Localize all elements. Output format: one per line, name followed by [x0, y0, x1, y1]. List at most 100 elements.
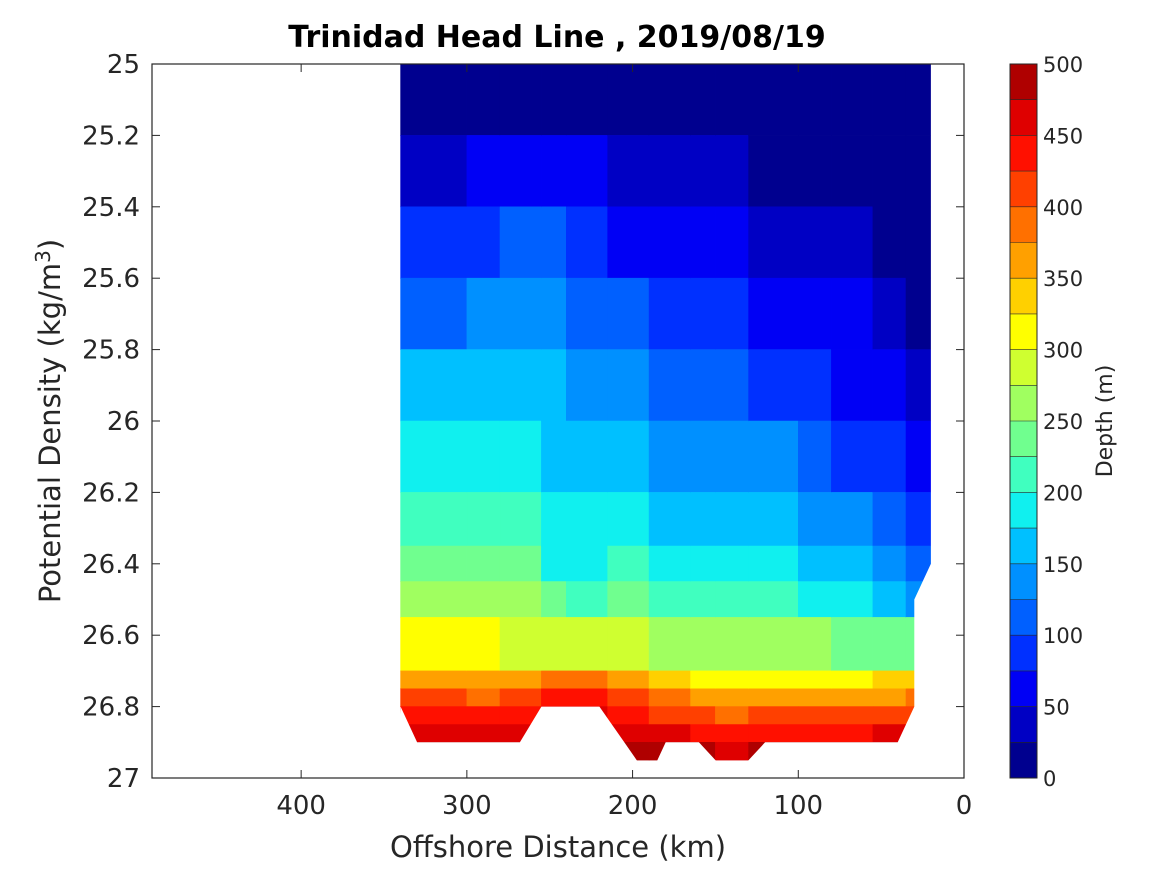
contour-cell	[905, 277, 932, 350]
contour-cell	[466, 670, 501, 690]
contour-cell	[905, 420, 932, 493]
contour-cell	[831, 492, 874, 547]
contour-cell	[400, 581, 468, 618]
contour-cell	[648, 420, 691, 493]
contour-cell	[831, 706, 874, 725]
colorbar	[1010, 64, 1037, 778]
contour-cell	[748, 64, 799, 136]
x-tick-label: 200	[608, 791, 658, 821]
contour-cell	[648, 724, 691, 743]
contour-cell	[905, 492, 932, 547]
contour-cell	[715, 206, 749, 279]
contour-cell	[690, 581, 716, 618]
contour-cell	[466, 617, 501, 672]
contour-cell	[499, 349, 542, 422]
contour-cell	[715, 277, 749, 350]
contour-cell	[541, 135, 567, 208]
contour-cell	[715, 724, 749, 743]
contour-cell	[831, 617, 874, 672]
contour-cell	[565, 206, 609, 279]
colorbar-segment	[1010, 64, 1037, 100]
contour-cell	[607, 277, 650, 350]
colorbar-segment	[1010, 421, 1037, 457]
contour-cell	[797, 492, 832, 547]
contour-cell	[648, 64, 691, 136]
contour-cell	[872, 545, 907, 582]
contour-cell	[466, 135, 501, 208]
contour-cell	[872, 617, 907, 672]
contour-cell	[648, 206, 691, 279]
colorbar-segment	[1010, 599, 1037, 636]
chart-title: Trinidad Head Line , 2019/08/19	[288, 20, 825, 55]
contour-cell	[715, 420, 749, 493]
contour-cell	[797, 420, 832, 493]
contour-cell	[607, 64, 650, 136]
colorbar-segment	[1010, 242, 1037, 279]
contour-cell	[607, 135, 650, 208]
contour-cell	[541, 617, 567, 672]
colorbar-segment	[1010, 706, 1037, 743]
colorbar-tick-label: 300	[1043, 339, 1083, 363]
colorbar-segment	[1010, 670, 1037, 707]
y-axis-label-tail: )	[33, 239, 67, 250]
contour-cell	[607, 688, 650, 707]
contour-cell	[831, 277, 874, 350]
y-tick-label: 25.4	[82, 193, 140, 223]
contour-cell	[797, 724, 832, 743]
contour-cell	[648, 277, 691, 350]
contour-cell	[499, 135, 542, 208]
colorbar-tick-label: 450	[1043, 124, 1083, 148]
contour-cell	[400, 706, 468, 725]
contour-cell	[690, 64, 716, 136]
contour-cell	[607, 545, 650, 582]
x-axis: 400 300 200 100 0	[276, 64, 972, 821]
contour-cell	[872, 206, 907, 279]
contour-cell	[565, 492, 609, 547]
contour-cell	[831, 581, 874, 618]
contour-cell	[831, 349, 874, 422]
contour-cell	[797, 64, 832, 136]
y-tick-label: 26.8	[82, 693, 140, 723]
y-tick-label: 27	[107, 764, 140, 794]
contour-cell	[466, 206, 501, 279]
contour-cell	[715, 741, 749, 761]
contour-cell	[466, 349, 501, 422]
y-tick-label: 25.8	[82, 336, 140, 366]
contour-cell	[607, 349, 650, 422]
contour-cell	[499, 420, 542, 493]
contour-cell	[872, 420, 907, 493]
contour-cell	[797, 706, 832, 725]
contour-cell	[565, 617, 609, 672]
colorbar-segment	[1010, 349, 1037, 386]
contour-cell	[499, 581, 542, 618]
x-tick-label: 0	[956, 791, 973, 821]
contour-cell	[541, 420, 567, 493]
y-tick-label: 25.2	[82, 121, 140, 151]
contour-cell	[748, 706, 799, 725]
contour-cell	[690, 688, 716, 707]
contour-cell	[797, 581, 832, 618]
contour-cell	[607, 492, 650, 547]
colorbar-segment	[1010, 99, 1037, 136]
contour-cell	[872, 349, 907, 422]
contour-cell	[499, 492, 542, 547]
contour-cell	[648, 135, 691, 208]
y-axis-label-main: Potential Density (kg/m	[33, 263, 67, 603]
colorbar-tick-label: 50	[1043, 696, 1070, 720]
contour-cell	[872, 277, 907, 350]
y-axis-label-superscript: 3	[31, 250, 55, 263]
contour-cell	[715, 670, 749, 690]
colorbar-segment	[1010, 171, 1037, 207]
contour-cell	[872, 135, 907, 208]
contour-cell	[565, 64, 609, 136]
colorbar-tick-label: 0	[1043, 767, 1056, 791]
colorbar-segment	[1010, 135, 1037, 172]
contour-cell	[690, 206, 716, 279]
contour-cell	[565, 135, 609, 208]
colorbar-segment	[1010, 742, 1037, 778]
contour-cell	[715, 545, 749, 582]
colorbar-tick-label: 350	[1043, 267, 1083, 291]
contour-cell	[565, 581, 609, 618]
contour-cell	[400, 420, 468, 493]
contour-cell	[748, 135, 799, 208]
